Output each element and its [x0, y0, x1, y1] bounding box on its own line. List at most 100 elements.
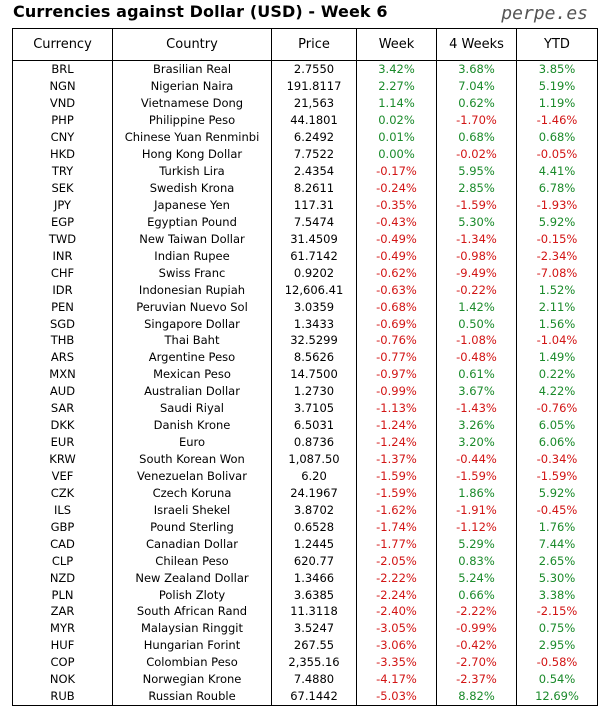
price-cell: 1.3466	[271, 569, 357, 587]
week-change-cell: -0.99%	[356, 382, 437, 400]
week-change-cell: -5.03%	[356, 687, 437, 706]
table-row: NOK Norwegian Krone 7.4880 -4.17% -2.37% 0.54…	[12, 670, 598, 688]
price-cell: 1.2445	[271, 535, 357, 553]
table-row: ZAR South African Rand 11.3118 -2.40% -2.22%…	[12, 603, 598, 620]
currency-code-cell: NZD	[12, 569, 113, 587]
price-cell: 8.5626	[271, 348, 357, 366]
price-cell: 2,355.16	[271, 653, 357, 671]
ytd-change-cell: -0.15%	[516, 230, 598, 248]
ytd-change-cell: 0.68%	[516, 128, 598, 146]
currency-code-cell: ARS	[12, 348, 113, 366]
country-cell: Peruvian Nuevo Sol	[112, 298, 272, 316]
week-change-cell: -0.49%	[356, 230, 437, 248]
currency-code-cell: VND	[12, 94, 113, 112]
price-cell: 2.7550	[271, 60, 357, 78]
ytd-change-cell: -0.76%	[516, 399, 598, 417]
ytd-change-cell: 1.76%	[516, 518, 598, 536]
four-week-change-cell: -2.22%	[436, 603, 517, 620]
week-change-cell: -0.68%	[356, 298, 437, 316]
currency-code-cell: JPY	[12, 196, 113, 214]
price-cell: 3.8702	[271, 501, 357, 519]
price-cell: 1.2730	[271, 382, 357, 400]
currency-code-cell: MYR	[12, 619, 113, 637]
table-row: RUB Russian Rouble 67.1442 -5.03% 8.82% 12.69…	[12, 687, 598, 706]
ytd-change-cell: -2.34%	[516, 247, 598, 265]
price-cell: 620.77	[271, 552, 357, 570]
country-cell: Hungarian Forint	[112, 636, 272, 654]
four-week-change-cell: -0.22%	[436, 281, 517, 299]
country-cell: Swiss Franc	[112, 264, 272, 282]
week-change-cell: 0.01%	[356, 128, 437, 146]
price-cell: 24.1967	[271, 484, 357, 502]
four-week-change-cell: 2.85%	[436, 179, 517, 197]
country-cell: Turkish Lira	[112, 162, 272, 180]
ytd-change-cell: -0.45%	[516, 501, 598, 519]
week-change-cell: 1.14%	[356, 94, 437, 112]
ytd-change-cell: 1.56%	[516, 315, 598, 332]
four-week-change-cell: -1.08%	[436, 332, 517, 349]
country-cell: Euro	[112, 433, 272, 451]
currency-code-cell: EUR	[12, 433, 113, 451]
four-week-change-cell: 0.50%	[436, 315, 517, 332]
ytd-change-cell: 7.44%	[516, 535, 598, 553]
week-change-cell: -0.43%	[356, 213, 437, 231]
week-change-cell: -1.24%	[356, 433, 437, 451]
table-row: MXN Mexican Peso 14.7500 -0.97% 0.61% 0.22%	[12, 365, 598, 383]
ytd-change-cell: 3.85%	[516, 60, 598, 78]
currency-code-cell: VEF	[12, 467, 113, 485]
price-cell: 12,606.41	[271, 281, 357, 299]
currency-code-cell: CZK	[12, 484, 113, 502]
price-cell: 67.1442	[271, 687, 357, 706]
header-price: Price	[271, 28, 357, 61]
currency-code-cell: MXN	[12, 365, 113, 383]
week-change-cell: 0.00%	[356, 145, 437, 163]
four-week-change-cell: -1.59%	[436, 196, 517, 214]
four-week-change-cell: -0.02%	[436, 145, 517, 163]
ytd-change-cell: 3.38%	[516, 586, 598, 603]
table-row: CAD Canadian Dollar 1.2445 -1.77% 5.29% 7.44%	[12, 535, 598, 553]
ytd-change-cell: -1.04%	[516, 332, 598, 349]
currency-code-cell: BRL	[12, 60, 113, 78]
week-change-cell: -0.76%	[356, 332, 437, 349]
table-row: BRL Brasilian Real 2.7550 3.42% 3.68% 3.85%	[12, 60, 598, 78]
ytd-change-cell: 2.65%	[516, 552, 598, 570]
price-cell: 7.7522	[271, 145, 357, 163]
currency-code-cell: HKD	[12, 145, 113, 163]
four-week-change-cell: -1.91%	[436, 501, 517, 519]
country-cell: Chilean Peso	[112, 552, 272, 570]
country-cell: Indonesian Rupiah	[112, 281, 272, 299]
four-week-change-cell: -1.34%	[436, 230, 517, 248]
country-cell: Argentine Peso	[112, 348, 272, 366]
week-change-cell: -3.05%	[356, 619, 437, 637]
four-week-change-cell: 5.30%	[436, 213, 517, 231]
header-currency: Currency	[12, 28, 113, 61]
country-cell: Philippine Peso	[112, 111, 272, 129]
ytd-change-cell: 0.54%	[516, 670, 598, 688]
country-cell: South African Rand	[112, 603, 272, 620]
currency-code-cell: PHP	[12, 111, 113, 129]
country-cell: Australian Dollar	[112, 382, 272, 400]
country-cell: South Korean Won	[112, 450, 272, 468]
week-change-cell: -1.59%	[356, 467, 437, 485]
table-row: HUF Hungarian Forint 267.55 -3.06% -0.42% 2.9…	[12, 636, 598, 654]
table-row: VEF Venezuelan Bolivar 6.20 -1.59% -1.59% -1.…	[12, 467, 598, 485]
four-week-change-cell: -1.12%	[436, 518, 517, 536]
week-change-cell: -1.59%	[356, 484, 437, 502]
table-row: CLP Chilean Peso 620.77 -2.05% 0.83% 2.65%	[12, 552, 598, 570]
week-change-cell: -1.74%	[356, 518, 437, 536]
currency-code-cell: NGN	[12, 77, 113, 95]
four-week-change-cell: -0.98%	[436, 247, 517, 265]
price-cell: 7.4880	[271, 670, 357, 688]
week-change-cell: -0.35%	[356, 196, 437, 214]
country-cell: Chinese Yuan Renminbi	[112, 128, 272, 146]
ytd-change-cell: 5.19%	[516, 77, 598, 95]
country-cell: Venezuelan Bolivar	[112, 467, 272, 485]
four-week-change-cell: 0.66%	[436, 586, 517, 603]
week-change-cell: -0.97%	[356, 365, 437, 383]
ytd-change-cell: 2.95%	[516, 636, 598, 654]
currency-code-cell: IDR	[12, 281, 113, 299]
week-change-cell: 0.02%	[356, 111, 437, 129]
week-change-cell: -1.37%	[356, 450, 437, 468]
ytd-change-cell: -7.08%	[516, 264, 598, 282]
currency-code-cell: COP	[12, 653, 113, 671]
